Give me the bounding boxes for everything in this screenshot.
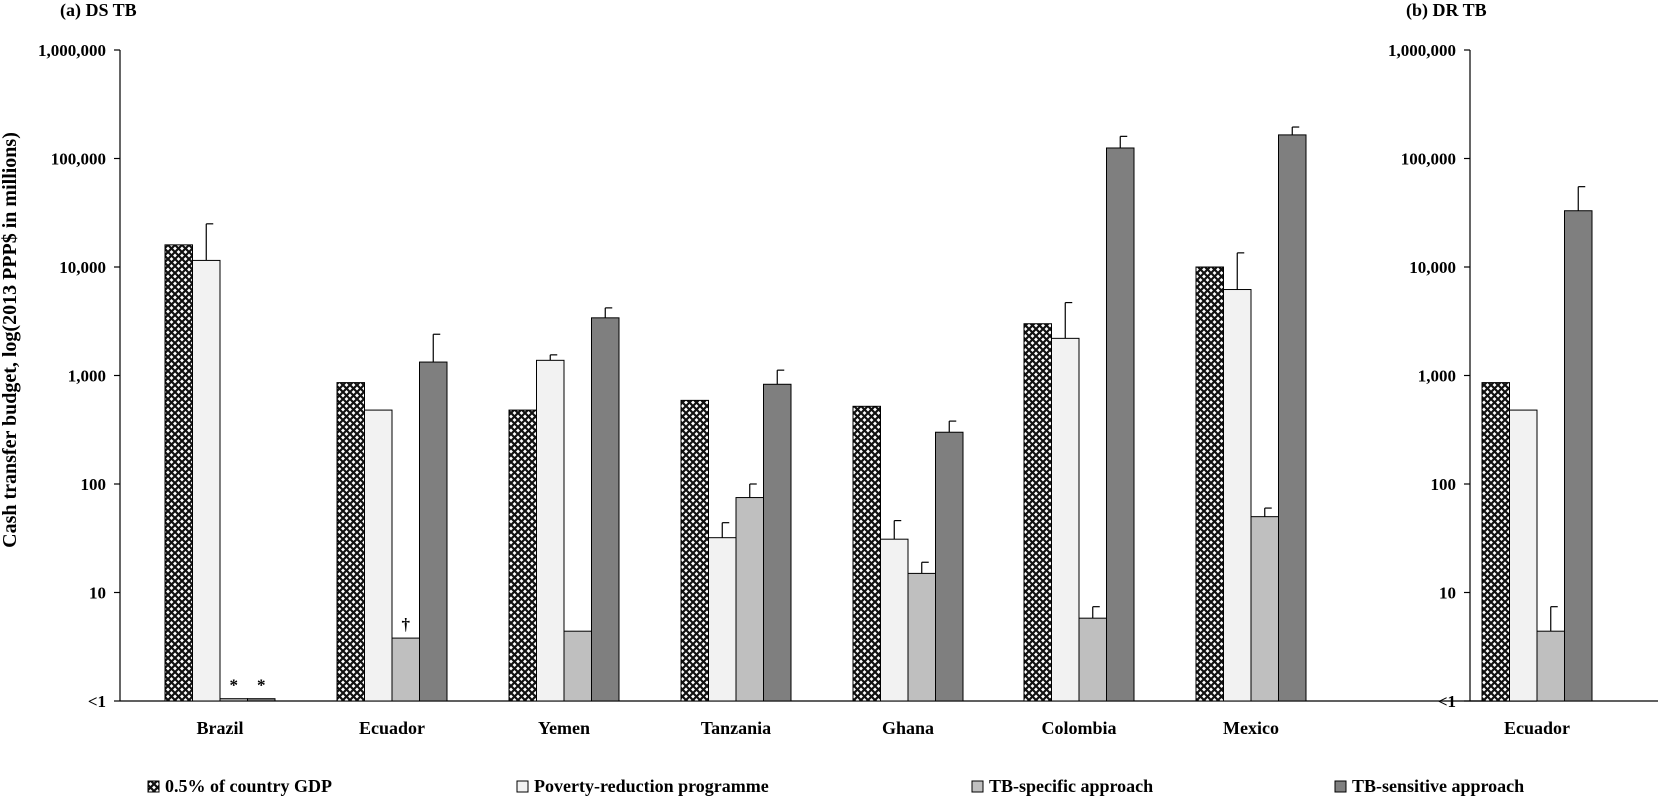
bar-4	[1278, 134, 1307, 702]
y-tick-label: 100,000	[1401, 150, 1456, 169]
bar-3	[563, 630, 592, 702]
y-axis-label: Cash transfer budget, log(2013 PPP$ in m…	[0, 132, 21, 548]
bar-3	[907, 572, 936, 702]
category-label: Ghana	[882, 718, 934, 738]
bar-3	[1078, 617, 1107, 702]
panel-b: <1 10 100 1,000 10,000 100,000 1,000,000 Ecuado…	[1388, 41, 1658, 738]
bar-2	[192, 259, 221, 702]
y-tick-label: 10,000	[1409, 258, 1456, 277]
legend-label: 0.5% of country GDP	[165, 776, 332, 796]
bar-2	[1509, 409, 1538, 702]
bar-4	[1564, 210, 1593, 702]
annotation-marker: *	[257, 676, 266, 695]
y-tick-label: <1	[1438, 692, 1456, 711]
bar-3	[391, 637, 420, 702]
legend-label: Poverty-reduction programme	[534, 776, 769, 796]
y-tick-label: 10	[89, 584, 106, 603]
bar-2	[364, 409, 393, 702]
bar-2	[1223, 289, 1252, 702]
bar-2	[708, 537, 737, 702]
panel-a: <1 10 100 1,000 10,000 100,000 1,000,000 Brazil…	[38, 41, 1537, 738]
bar-1	[852, 405, 881, 702]
y-tick-label: 1,000,000	[1388, 41, 1456, 60]
y-tick-label: 1,000	[68, 367, 106, 386]
y-tick-label: 1,000	[1418, 367, 1456, 386]
bar-3	[1250, 516, 1279, 702]
panel-b-title: (b) DR TB	[1406, 0, 1487, 21]
category-label: Brazil	[197, 718, 244, 738]
legend-swatch	[971, 780, 984, 793]
legend-label: TB-sensitive approach	[1352, 776, 1524, 796]
bar-4	[591, 317, 620, 702]
bar-2	[536, 359, 565, 702]
y-tick-label: 100	[81, 475, 107, 494]
bar-1	[680, 399, 709, 702]
legend-label: TB-specific approach	[989, 776, 1153, 796]
panel-a-title: (a) DS TB	[60, 0, 137, 21]
bar-1	[508, 409, 537, 702]
bar-3	[735, 497, 764, 702]
category-label: Ecuador	[359, 718, 425, 738]
category-label: Tanzania	[701, 718, 771, 738]
y-tick-label: <1	[88, 692, 106, 711]
y-tick-label: 100	[1431, 475, 1457, 494]
y-tick-label: 10,000	[59, 258, 106, 277]
y-tick-label: 1,000,000	[38, 41, 106, 60]
bar-4	[1106, 147, 1135, 702]
bar-1	[336, 382, 365, 702]
bar-2	[1051, 337, 1080, 702]
bar-1	[164, 244, 193, 702]
bar-1	[1481, 382, 1510, 702]
category-label: Ecuador	[1504, 718, 1570, 738]
bar-2	[880, 538, 909, 702]
bar-4	[247, 698, 276, 702]
legend-swatch	[516, 780, 529, 793]
bar-1	[1023, 323, 1052, 702]
category-label: Colombia	[1041, 718, 1116, 738]
bar-3	[1536, 630, 1565, 702]
bar-4	[935, 431, 964, 702]
bar-4	[419, 361, 448, 702]
y-tick-label: 100,000	[51, 150, 106, 169]
annotation-marker: †	[402, 615, 411, 634]
y-tick-label: 10	[1439, 584, 1456, 603]
bar-3	[219, 698, 248, 702]
bar-1	[1195, 266, 1224, 702]
legend: 0.5% of country GDP Poverty-reduction pro…	[147, 776, 1524, 796]
annotation-marker: *	[230, 676, 239, 695]
legend-swatch	[1334, 780, 1347, 793]
category-label: Yemen	[538, 718, 590, 738]
legend-swatch	[147, 780, 160, 793]
category-label: Mexico	[1223, 718, 1279, 738]
bar-4	[763, 383, 792, 702]
